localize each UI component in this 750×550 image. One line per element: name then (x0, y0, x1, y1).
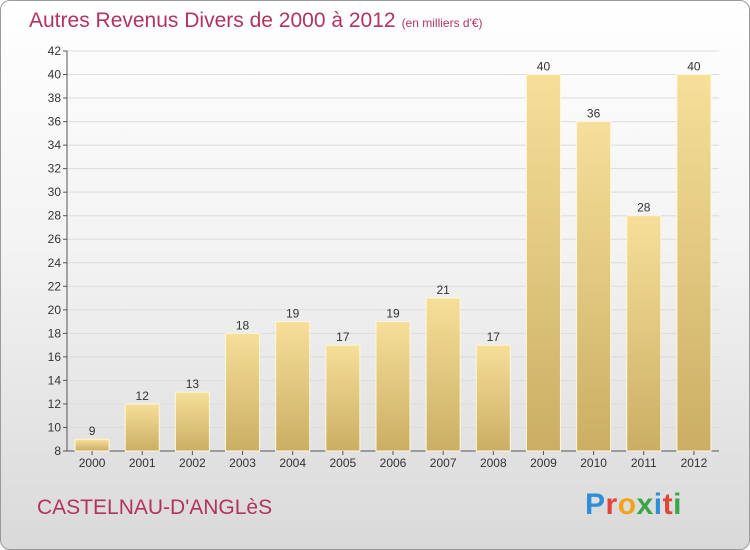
x-tick-label-2010: 2010 (580, 456, 607, 470)
bar-2012 (676, 74, 712, 452)
data-label-2001: 12 (136, 389, 150, 403)
logo-letter: i (673, 488, 682, 521)
data-label-2012: 40 (687, 60, 701, 74)
y-tick-label: 28 (48, 209, 62, 223)
y-tick-label: 14 (48, 373, 62, 387)
data-label-2000: 9 (89, 424, 96, 438)
chart-title-unit: (en milliers d'€) (401, 16, 483, 30)
data-label-2009: 40 (537, 60, 551, 74)
y-tick-label: 8 (54, 444, 61, 458)
x-tick-label-2003: 2003 (229, 456, 256, 470)
x-tick-label-2009: 2009 (530, 456, 557, 470)
y-tick-label: 12 (48, 397, 62, 411)
proxiti-logo: Proxiti (585, 488, 682, 522)
logo-letter: r (605, 488, 618, 521)
bar-2007 (425, 297, 461, 452)
logo-letter: t (662, 488, 674, 521)
x-tick-label-2008: 2008 (480, 456, 507, 470)
bar-2002 (174, 391, 210, 452)
data-label-2008: 17 (487, 330, 501, 344)
data-label-2005: 17 (336, 330, 350, 344)
x-tick-label-2002: 2002 (179, 456, 206, 470)
bar-2003 (225, 332, 261, 452)
y-tick-label: 16 (48, 350, 62, 364)
place-name: CASTELNAU-D'ANGLèS (37, 496, 273, 519)
bar-2005 (325, 344, 361, 452)
chart-title: Autres Revenus Divers de 2000 à 2012 (en … (29, 9, 483, 33)
x-tick-label-2011: 2011 (631, 456, 657, 470)
bar-2004 (275, 321, 311, 452)
bar-2000 (74, 438, 110, 452)
y-tick-label: 40 (48, 68, 62, 82)
x-tick-label-2000: 2000 (79, 456, 106, 470)
logo-letter: i (653, 488, 663, 521)
logo-letter: x (636, 488, 654, 521)
y-tick-label: 42 (48, 44, 62, 58)
y-tick-label: 10 (48, 420, 62, 434)
bar-2008 (475, 344, 511, 452)
y-tick-label: 36 (48, 115, 62, 129)
y-tick-label: 26 (48, 232, 62, 246)
data-label-2010: 36 (587, 107, 601, 121)
data-label-2011: 28 (637, 201, 651, 215)
y-tick-label: 38 (48, 91, 62, 105)
x-tick-label-2001: 2001 (129, 456, 156, 470)
x-tick-label-2005: 2005 (329, 456, 356, 470)
data-label-2004: 19 (286, 307, 300, 321)
data-label-2003: 18 (236, 318, 250, 332)
x-tick-label-2007: 2007 (430, 456, 457, 470)
bar-2011 (626, 215, 662, 452)
bar-2009 (525, 74, 561, 452)
y-tick-label: 22 (48, 279, 62, 293)
y-tick-label: 18 (48, 326, 62, 340)
data-label-2007: 21 (436, 283, 450, 297)
logo-letter: P (585, 488, 606, 521)
y-tick-label: 24 (48, 256, 62, 270)
x-tick-label-2004: 2004 (279, 456, 306, 470)
data-label-2006: 19 (386, 307, 400, 321)
y-tick-label: 32 (48, 162, 62, 176)
y-tick-label: 20 (48, 303, 62, 317)
x-tick-label-2012: 2012 (681, 456, 708, 470)
logo-letter: o (617, 488, 637, 521)
data-label-2002: 13 (186, 377, 200, 391)
x-tick-label-2006: 2006 (380, 456, 407, 470)
bar-2010 (576, 121, 612, 452)
bar-2006 (375, 321, 411, 452)
y-tick-label: 34 (48, 138, 62, 152)
y-tick-label: 30 (48, 185, 62, 199)
chart-title-main: Autres Revenus Divers de 2000 à 2012 (29, 9, 396, 32)
bar-2001 (124, 403, 160, 452)
